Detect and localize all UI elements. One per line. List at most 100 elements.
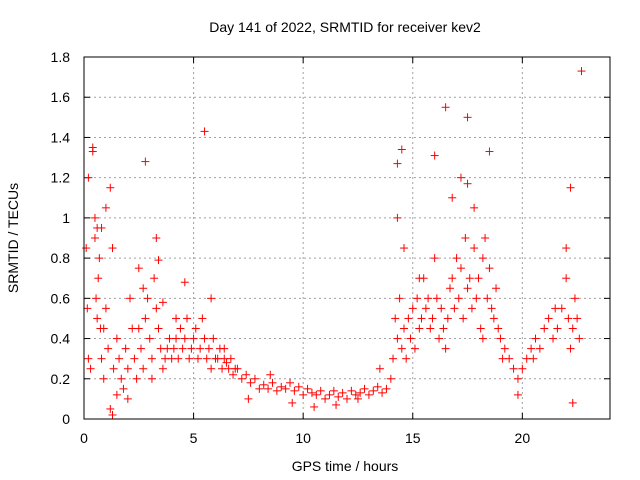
data-point [172, 314, 181, 323]
y-tick-label: 0.4 [51, 331, 71, 347]
data-point [382, 384, 391, 393]
data-point [461, 234, 470, 242]
data-point [562, 244, 571, 253]
data-point [154, 256, 163, 265]
data-point [527, 344, 536, 353]
data-point [237, 374, 246, 383]
data-point [472, 294, 481, 303]
data-point [413, 294, 422, 303]
data-point [476, 324, 485, 333]
data-point [498, 354, 507, 363]
data-point [389, 354, 398, 363]
data-point [456, 173, 465, 182]
data-point [307, 388, 316, 397]
data-point [430, 254, 439, 263]
data-point [112, 334, 121, 343]
data-point [196, 344, 205, 353]
data-point [250, 374, 259, 383]
data-point [82, 244, 91, 253]
data-point [141, 157, 150, 166]
data-point [176, 324, 185, 333]
data-point [356, 388, 365, 397]
data-point [185, 354, 194, 363]
data-point [152, 234, 161, 242]
data-point [513, 374, 522, 383]
data-point [294, 382, 303, 391]
data-point [435, 334, 444, 343]
data-point [246, 378, 255, 387]
data-point [286, 378, 295, 387]
data-point [568, 398, 577, 407]
data-point [432, 294, 441, 303]
data-point [448, 274, 457, 283]
data-point [463, 284, 472, 293]
data-point [553, 324, 562, 333]
data-point [264, 384, 273, 393]
data-point [268, 378, 277, 387]
data-point [415, 324, 424, 333]
data-point [395, 294, 404, 303]
x-tick-label: 20 [515, 430, 531, 446]
data-point [202, 354, 211, 363]
data-point [465, 274, 474, 283]
data-point [494, 324, 503, 333]
data-point [463, 113, 472, 122]
data-point [410, 344, 419, 353]
x-tick-label: 15 [405, 430, 421, 446]
data-point [180, 334, 189, 343]
y-tick-label: 0.8 [51, 250, 71, 266]
data-point [406, 334, 415, 343]
data-point [255, 384, 264, 393]
data-point [549, 334, 558, 343]
data-point [428, 314, 437, 323]
data-point [189, 334, 198, 343]
data-point [452, 254, 461, 263]
data-point [180, 278, 189, 287]
data-point [492, 284, 501, 293]
y-tick-label: 1 [62, 210, 70, 226]
data-point [281, 384, 290, 393]
data-point [441, 344, 450, 353]
data-point [139, 364, 148, 373]
data-point [233, 364, 242, 373]
data-point [430, 151, 439, 160]
data-point [332, 400, 341, 409]
data-point [577, 67, 586, 76]
data-point [334, 392, 343, 401]
data-point [487, 304, 496, 313]
data-point [109, 364, 118, 373]
data-point [154, 324, 163, 333]
data-point [404, 314, 413, 323]
data-point [143, 294, 152, 303]
data-point [454, 294, 463, 303]
data-point [540, 324, 549, 333]
data-point [132, 374, 141, 383]
data-point [446, 284, 455, 293]
data-point [443, 314, 452, 323]
data-point [518, 364, 527, 373]
data-point [108, 244, 117, 253]
data-point [470, 244, 479, 253]
data-point [97, 354, 106, 363]
data-point [272, 386, 281, 395]
data-point [417, 314, 426, 323]
data-point [84, 173, 93, 182]
y-tick-label: 1.8 [51, 49, 71, 65]
data-point [266, 370, 275, 379]
data-point [126, 294, 135, 303]
data-point [193, 354, 202, 363]
data-point [174, 354, 183, 363]
data-point [222, 358, 231, 367]
data-point [575, 334, 584, 343]
data-point [408, 304, 417, 313]
data-point [99, 374, 108, 383]
data-point [152, 304, 161, 313]
data-points [82, 67, 586, 419]
grid [84, 57, 610, 419]
data-point [496, 334, 505, 343]
data-point [566, 183, 575, 192]
data-point [123, 394, 132, 403]
data-point [299, 390, 308, 399]
